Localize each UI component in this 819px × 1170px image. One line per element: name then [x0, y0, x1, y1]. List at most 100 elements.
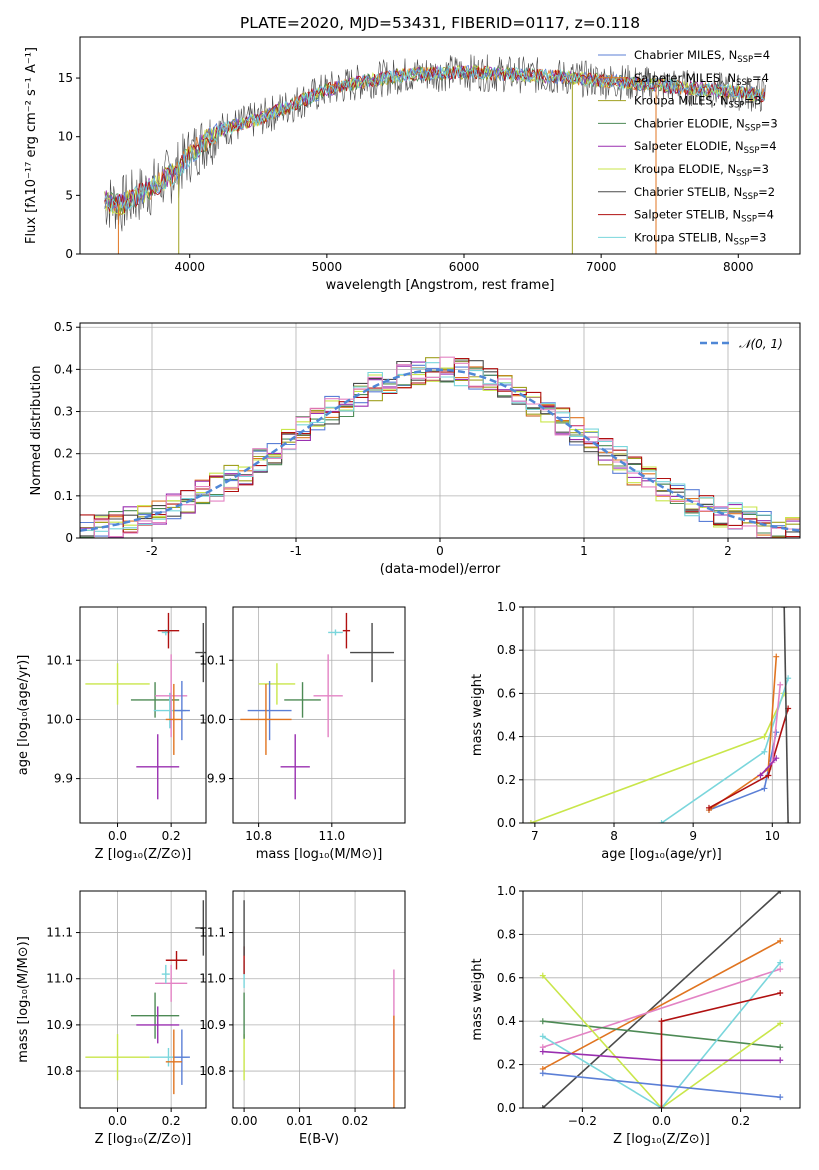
- x-tick-label: 8000: [723, 260, 754, 274]
- x-tick-label: 6000: [449, 260, 480, 274]
- figure-title: PLATE=2020, MJD=53431, FIBERID=0117, z=0…: [240, 14, 640, 32]
- y-tick-label: 0.2: [497, 1058, 516, 1072]
- x-tick-label: 4000: [174, 260, 205, 274]
- gauss-legend-label: 𝒩(0, 1): [739, 337, 783, 351]
- y-axis-label: age [log₁₀(age/yr)]: [16, 655, 31, 776]
- weight-marker: [777, 1057, 784, 1064]
- weight-marker: [539, 1048, 546, 1055]
- legend-subscript: SSP: [742, 192, 758, 202]
- y-tick-label: 10.8: [199, 1064, 226, 1078]
- x-tick-label: 0.0: [108, 1114, 127, 1128]
- x-tick-label: 11.0: [318, 829, 345, 843]
- y-axis-label: Flux [fλ10⁻¹⁷ erg cm⁻² s⁻¹ A⁻¹]: [24, 47, 39, 244]
- plot-area: [527, 607, 792, 823]
- x-axis-label: Z [log₁₀(Z/Z⊙)]: [95, 1132, 192, 1147]
- weight-marker: [777, 1094, 784, 1101]
- panel-5: 7 8 9 10 0.0 0.2 0.4 0.6 0.8 1.0 age [log₁₀(age/yr…: [470, 600, 801, 862]
- weight-marker: [777, 989, 784, 996]
- x-tick-label: 7000: [586, 260, 617, 274]
- y-tick-label: 10.1: [199, 653, 226, 667]
- y-axis-label: mass weight: [470, 958, 485, 1040]
- spectrum-legend: Chabrier MILES, NSSP=4 Salpeter MILES, NS…: [598, 48, 778, 247]
- axes-frame: [79, 322, 801, 539]
- weight-marker: [539, 972, 546, 979]
- y-tick-label: 10.8: [46, 1064, 73, 1078]
- axes-frame: [522, 606, 801, 824]
- axes-frame: [232, 606, 406, 824]
- weight-marker: [705, 804, 712, 811]
- weight-marker: [539, 1070, 546, 1077]
- x-axis-label: E(B-V): [299, 1132, 339, 1147]
- weight-marker: [773, 653, 780, 660]
- plot-area: [243, 900, 395, 1108]
- y-tick-label: 0.8: [497, 927, 516, 941]
- x-axis-label: mass [log₁₀(M/M⊙)]: [256, 847, 383, 862]
- weight-marker: [785, 820, 792, 823]
- x-tick-label: 10.8: [245, 829, 272, 843]
- legend-label: Salpeter ELODIE, NSSP=4: [634, 139, 777, 156]
- legend-label: Chabrier MILES, NSSP=4: [634, 48, 770, 65]
- weight-marker: [761, 748, 768, 755]
- panel-2: -2 -1 0 1 2 0 0.1 0.2 0.3 0.4 0.5 (data-model)/erro…: [29, 320, 801, 577]
- y-tick-label: 10: [58, 130, 73, 144]
- axes-frame: [79, 36, 801, 255]
- y-axis-label: mass weight: [470, 674, 485, 756]
- x-axis-label: Z [log₁₀(Z/Z⊙)]: [613, 1132, 710, 1147]
- weight-line: [771, 684, 781, 763]
- spectrum-line: [104, 65, 765, 213]
- y-tick-label: 0.0: [497, 1101, 516, 1115]
- legend-subscript: SSP: [741, 215, 757, 225]
- y-tick-label: 1.0: [497, 884, 516, 898]
- legend-count: =4: [757, 208, 774, 222]
- weight-line: [530, 693, 785, 823]
- y-axis-label: Normed distribution: [29, 366, 44, 496]
- plot-area: [85, 900, 206, 1095]
- legend-count: =3: [744, 94, 761, 108]
- y-tick-label: 9.9: [207, 772, 226, 786]
- weight-marker: [761, 785, 768, 792]
- weight-marker: [777, 937, 784, 944]
- weight-marker: [658, 1105, 665, 1108]
- x-tick-label: −0.2: [568, 1114, 597, 1128]
- plot-area: [80, 356, 800, 538]
- y-tick-label: 0.8: [497, 643, 516, 657]
- weight-line: [542, 891, 781, 1108]
- weight-line: [542, 962, 781, 1108]
- x-tick-label: -1: [290, 544, 302, 558]
- x-axis-label: (data-model)/error: [380, 562, 501, 577]
- x-tick-label: 1: [580, 544, 588, 558]
- y-tick-label: 5: [65, 188, 73, 202]
- legend-subscript: SSP: [734, 237, 750, 247]
- y-tick-label: 11.1: [199, 926, 226, 940]
- legend-count: =3: [752, 162, 769, 176]
- weight-marker: [777, 1044, 784, 1051]
- weight-marker: [777, 1020, 784, 1027]
- y-tick-label: 0.2: [54, 447, 73, 461]
- legend-subscript: SSP: [729, 101, 745, 111]
- x-tick-label: 0.01: [286, 1114, 313, 1128]
- x-tick-label: 0.2: [731, 1114, 750, 1128]
- x-tick-label: 9: [689, 829, 697, 843]
- legend-count: =4: [752, 71, 769, 85]
- y-tick-label: 0.0: [497, 816, 516, 830]
- panel-1: 4000 5000 6000 7000 8000 0 5 10 15 wavelength [An…: [24, 36, 801, 293]
- axes-frame: [522, 890, 801, 1109]
- weight-marker: [539, 1033, 546, 1040]
- histogram-line: [80, 356, 800, 538]
- x-tick-label: 5000: [312, 260, 343, 274]
- legend-subscript: SSP: [745, 123, 761, 133]
- y-tick-label: 0.6: [497, 686, 516, 700]
- plot-area: [104, 54, 766, 254]
- y-tick-label: 0.3: [54, 405, 73, 419]
- y-tick-label: 9.9: [54, 772, 73, 786]
- weight-marker: [757, 772, 764, 779]
- x-tick-label: 0.2: [162, 1114, 181, 1128]
- weight-line: [759, 757, 777, 777]
- x-tick-label: 0.00: [231, 1114, 258, 1128]
- legend-label: Salpeter MILES, NSSP=4: [634, 71, 769, 88]
- weight-marker: [761, 733, 768, 740]
- x-axis-label: age [log₁₀(age/yr)]: [601, 847, 722, 862]
- axes-frame: [232, 890, 406, 1109]
- x-tick-label: 10: [765, 829, 780, 843]
